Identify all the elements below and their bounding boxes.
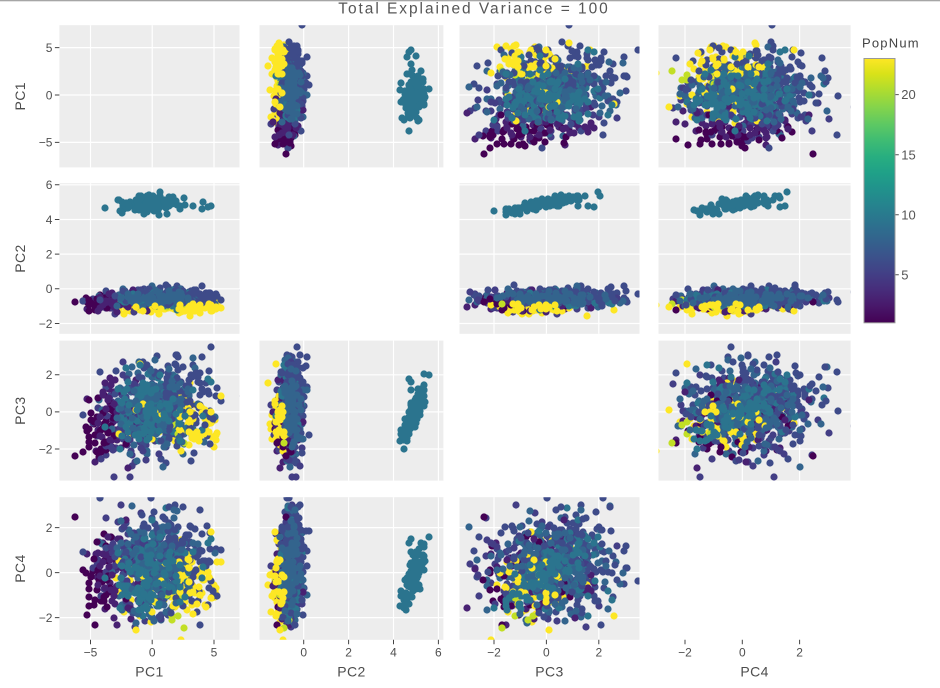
svg-text:0: 0	[46, 566, 53, 580]
svg-text:2: 2	[345, 646, 352, 660]
svg-text:5: 5	[211, 646, 218, 660]
svg-text:PC3: PC3	[12, 396, 28, 424]
svg-text:0: 0	[149, 646, 156, 660]
svg-text:0: 0	[543, 646, 550, 660]
svg-text:0: 0	[46, 282, 53, 296]
svg-text:Total Explained Variance = 100: Total Explained Variance = 100	[338, 1, 609, 18]
svg-text:5: 5	[901, 267, 908, 282]
svg-text:4: 4	[46, 213, 53, 227]
svg-text:0: 0	[46, 405, 53, 419]
svg-text:2: 2	[46, 368, 53, 382]
svg-text:4: 4	[390, 646, 397, 660]
svg-text:PC2: PC2	[337, 664, 365, 680]
svg-text:−5: −5	[84, 646, 98, 660]
svg-text:5: 5	[46, 41, 53, 55]
svg-text:−2: −2	[39, 442, 53, 456]
svg-text:2: 2	[595, 646, 602, 660]
svg-text:15: 15	[901, 147, 915, 162]
svg-text:PopNum: PopNum	[862, 36, 920, 51]
svg-text:6: 6	[435, 646, 442, 660]
svg-text:PC2: PC2	[12, 244, 28, 272]
svg-text:20: 20	[901, 87, 915, 102]
svg-text:−2: −2	[39, 611, 53, 625]
svg-text:0: 0	[739, 646, 746, 660]
svg-text:2: 2	[796, 646, 803, 660]
svg-text:PC4: PC4	[12, 554, 28, 582]
svg-text:10: 10	[901, 207, 915, 222]
svg-text:0: 0	[46, 88, 53, 102]
svg-text:2: 2	[46, 247, 53, 261]
svg-text:−2: −2	[487, 646, 501, 660]
svg-text:PC1: PC1	[135, 664, 163, 680]
svg-text:−5: −5	[39, 136, 53, 150]
svg-text:PC3: PC3	[535, 664, 563, 680]
svg-text:PC4: PC4	[740, 664, 768, 680]
svg-text:6: 6	[46, 178, 53, 192]
svg-text:−2: −2	[39, 317, 53, 331]
svg-text:−2: −2	[678, 646, 692, 660]
svg-text:2: 2	[46, 521, 53, 535]
svg-text:0: 0	[300, 646, 307, 660]
svg-text:PC1: PC1	[12, 82, 28, 110]
